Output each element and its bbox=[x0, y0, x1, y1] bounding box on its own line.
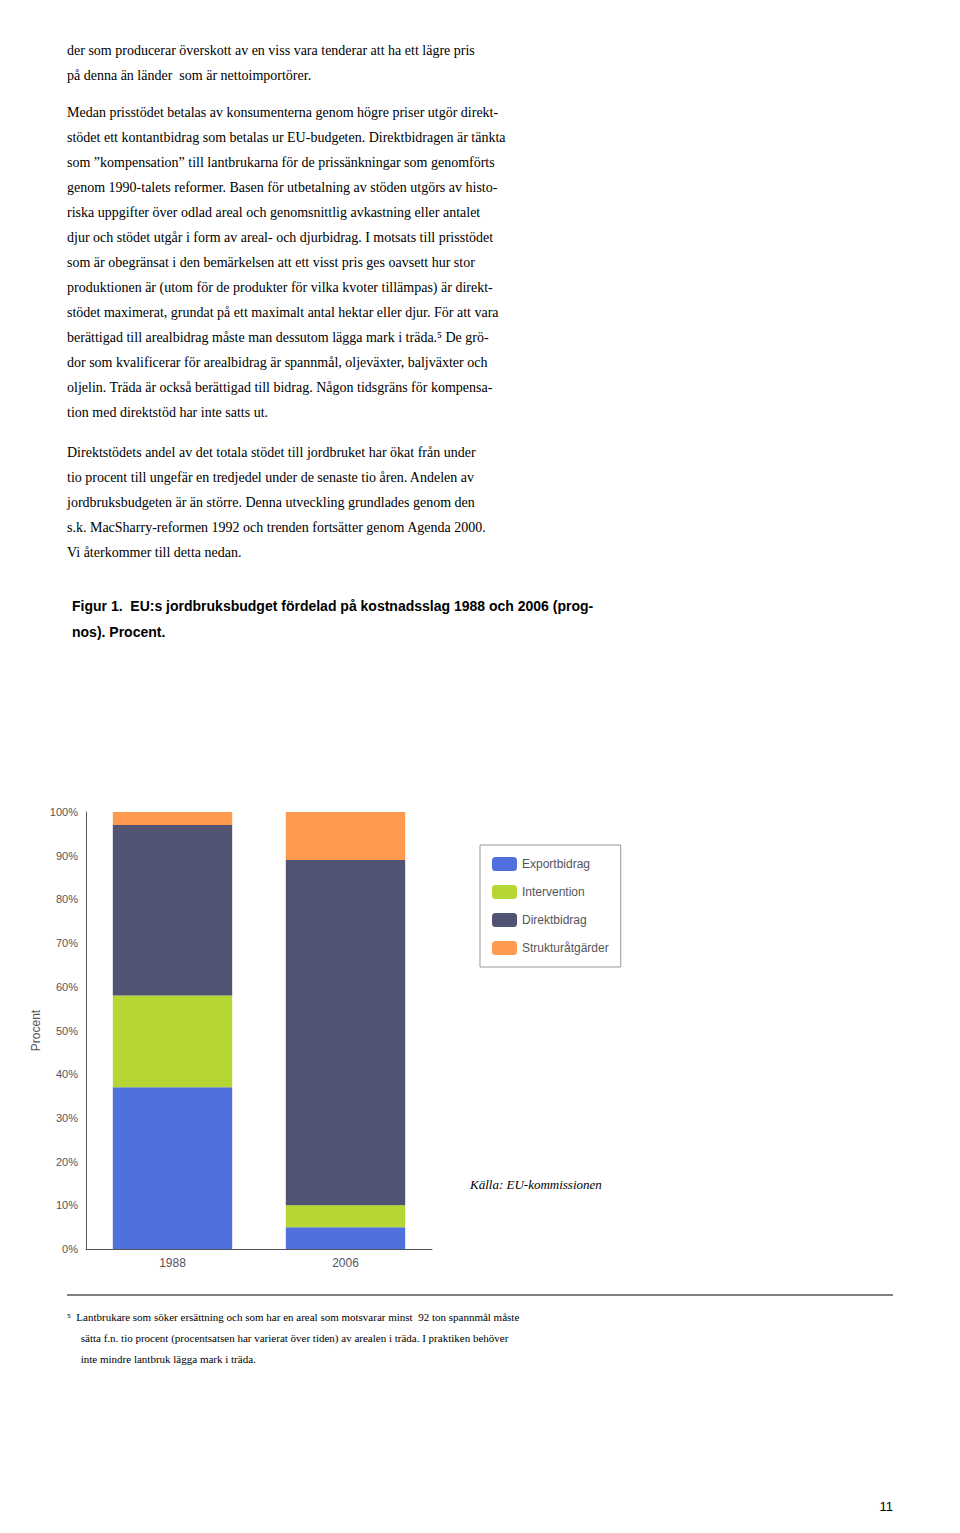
svg-text:90%: 90% bbox=[56, 850, 78, 862]
svg-text:Strukturåtgärder: Strukturåtgärder bbox=[522, 941, 609, 955]
svg-text:berättigad till arealbidrag må: berättigad till arealbidrag måste man de… bbox=[67, 330, 489, 345]
svg-text:Procent: Procent bbox=[29, 1009, 43, 1051]
svg-text:på denna än länder som är net: på denna än länder som är nettoimportöre… bbox=[67, 68, 311, 83]
svg-text:sätta f.n. tio procent (procen: sätta f.n. tio procent (procentsatsen ha… bbox=[67, 1332, 509, 1345]
svg-text:80%: 80% bbox=[56, 893, 78, 905]
svg-text:0%: 0% bbox=[62, 1243, 78, 1255]
svg-text:2006: 2006 bbox=[332, 1256, 359, 1270]
svg-text:Källa: EU-kommissionen: Källa: EU-kommissionen bbox=[469, 1177, 602, 1192]
svg-text:Intervention: Intervention bbox=[522, 885, 585, 899]
svg-text:riska uppgifter över odlad are: riska uppgifter över odlad areal och gen… bbox=[67, 205, 480, 220]
svg-text:tio procent till ungefär en tr: tio procent till ungefär en tredjedel un… bbox=[67, 470, 474, 485]
svg-text:produktionen är (utom för de p: produktionen är (utom för de produkter f… bbox=[67, 280, 493, 296]
svg-text:djur och stödet utgår i form a: djur och stödet utgår i form av areal- o… bbox=[67, 230, 493, 245]
svg-text:s.k. MacSharry-reformen 1992 o: s.k. MacSharry-reformen 1992 och trenden… bbox=[67, 520, 486, 535]
svg-text:60%: 60% bbox=[56, 981, 78, 993]
svg-text:jordbruksbudgeten är än större: jordbruksbudgeten är än större. Denna ut… bbox=[66, 495, 475, 510]
svg-text:50%: 50% bbox=[56, 1025, 78, 1037]
svg-text:20%: 20% bbox=[56, 1156, 78, 1168]
svg-text:oljelin. Träda är också berätt: oljelin. Träda är också berättigad till … bbox=[67, 380, 493, 395]
svg-text:Exportbidrag: Exportbidrag bbox=[522, 857, 590, 871]
svg-text:nos). Procent.: nos). Procent. bbox=[72, 624, 165, 640]
svg-text:100%: 100% bbox=[50, 806, 78, 818]
svg-text:som är obegränsat i den bemärk: som är obegränsat i den bemärkelsen att … bbox=[67, 255, 475, 270]
svg-text:40%: 40% bbox=[56, 1068, 78, 1080]
svg-text:stödet maximerat, grundat på e: stödet maximerat, grundat på ett maximal… bbox=[67, 305, 499, 320]
svg-text:Figur 1. EU:s jordbruksbudget: Figur 1. EU:s jordbruksbudget fördelad p… bbox=[72, 598, 594, 614]
svg-text:⁵ Lantbrukare som söker ersät: ⁵ Lantbrukare som söker ersättning och s… bbox=[67, 1311, 519, 1323]
svg-text:Direktstödets andel av det tot: Direktstödets andel av det totala stödet… bbox=[67, 445, 476, 460]
svg-text:stödet ett kontantbidrag som b: stödet ett kontantbidrag som betalas ur … bbox=[67, 130, 506, 145]
svg-text:inte mindre lantbruk lägga mar: inte mindre lantbruk lägga mark i träda. bbox=[67, 1353, 256, 1365]
svg-text:Medan prisstödet betalas av ko: Medan prisstödet betalas av konsumentern… bbox=[67, 105, 498, 120]
svg-text:1988: 1988 bbox=[159, 1256, 186, 1270]
svg-text:der som producerar överskott a: der som producerar överskott av en viss … bbox=[67, 43, 475, 58]
svg-text:Vi återkommer till detta nedan: Vi återkommer till detta nedan. bbox=[67, 545, 242, 560]
svg-text:genom 1990-talets reformer. Ba: genom 1990-talets reformer. Basen för ut… bbox=[67, 180, 498, 195]
svg-text:dor som kvalificerar för areal: dor som kvalificerar för arealbidrag är … bbox=[67, 355, 487, 370]
svg-text:som ”kompensation” till lantbr: som ”kompensation” till lantbrukarna för… bbox=[67, 155, 495, 170]
svg-text:tion med direktstöd har inte s: tion med direktstöd har inte satts ut. bbox=[67, 405, 268, 420]
svg-text:Direktbidrag: Direktbidrag bbox=[522, 913, 587, 927]
svg-text:70%: 70% bbox=[56, 937, 78, 949]
svg-text:30%: 30% bbox=[56, 1112, 78, 1124]
svg-text:10%: 10% bbox=[56, 1199, 78, 1211]
svg-text:11: 11 bbox=[880, 1499, 894, 1514]
